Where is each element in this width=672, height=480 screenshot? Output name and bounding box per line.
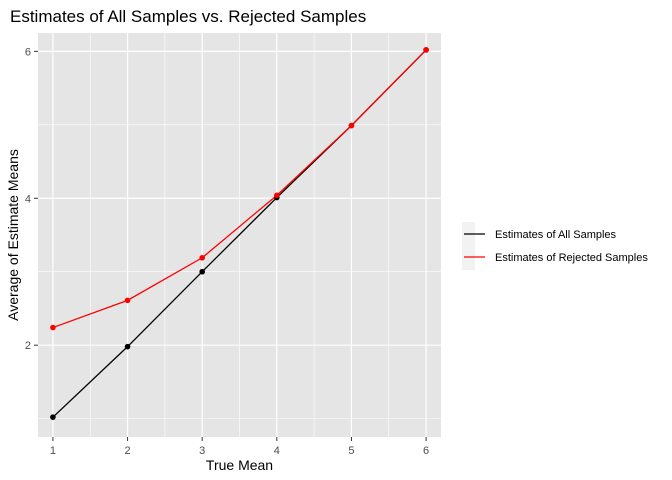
chart-title: Estimates of All Samples vs. Rejected Sa… bbox=[10, 7, 366, 26]
y-tick-label: 2 bbox=[25, 340, 31, 352]
series-line-2 bbox=[52, 49, 427, 329]
x-tick-label: 5 bbox=[348, 445, 354, 457]
series-2-point bbox=[348, 122, 355, 129]
x-axis-title: True Mean bbox=[206, 457, 273, 473]
legend-key-background bbox=[462, 222, 475, 270]
series-2-point bbox=[423, 47, 429, 53]
legend-label-1: Estimates of All Samples bbox=[495, 229, 617, 241]
series-1-point bbox=[50, 414, 56, 420]
x-tick-label: 6 bbox=[423, 445, 429, 457]
major-gridlines bbox=[38, 33, 441, 437]
x-axis: 1 2 3 4 5 6 bbox=[50, 437, 429, 457]
y-axis-title: Average of Estimate Means bbox=[5, 149, 21, 321]
series-1-point bbox=[124, 343, 131, 350]
series-lines bbox=[52, 49, 427, 418]
legend-label-2: Estimates of Rejected Samples bbox=[495, 252, 648, 264]
x-tick-label: 2 bbox=[124, 445, 130, 457]
y-axis: 2 4 6 bbox=[25, 46, 38, 352]
y-tick-label: 6 bbox=[25, 46, 31, 58]
series-2-point bbox=[199, 254, 205, 261]
series-2-point bbox=[274, 192, 280, 199]
x-tick-label: 4 bbox=[274, 445, 280, 457]
series-2-point bbox=[50, 324, 56, 331]
x-tick-label: 1 bbox=[50, 445, 56, 457]
series-1-point bbox=[199, 268, 205, 275]
legend: Estimates of All Samples Estimates of Rej… bbox=[462, 222, 648, 270]
series-points bbox=[50, 47, 429, 420]
x-tick-label: 3 bbox=[199, 445, 205, 457]
series-2-point bbox=[124, 297, 131, 304]
y-tick-label: 4 bbox=[25, 193, 31, 205]
